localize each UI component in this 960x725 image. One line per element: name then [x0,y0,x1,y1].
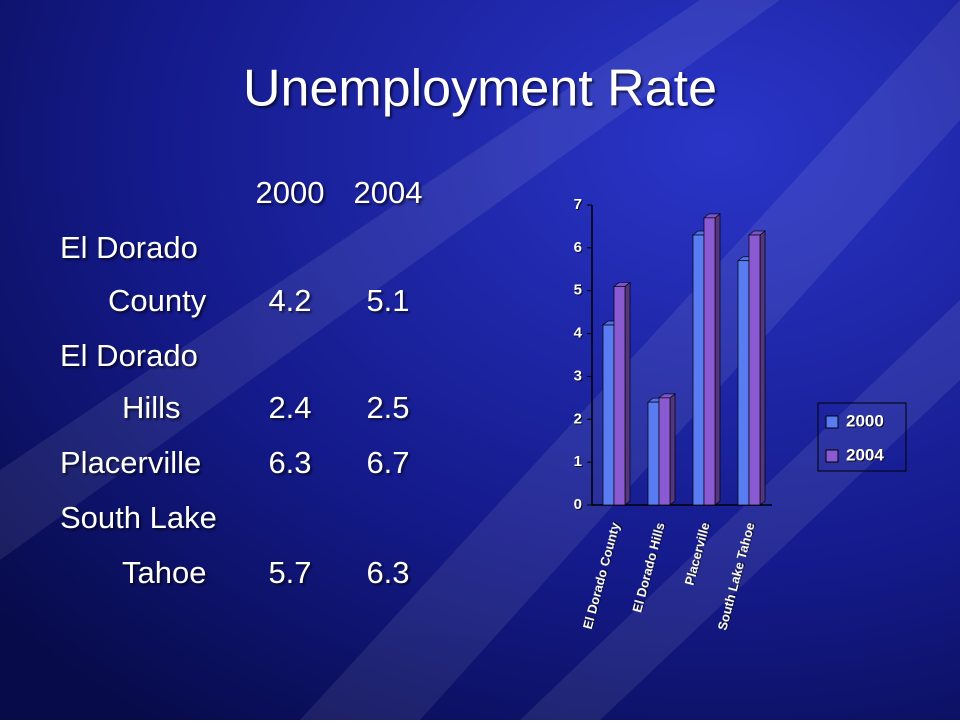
row-label: Tahoe [122,555,206,590]
y-tick-label: 4 [574,325,583,342]
column-header: 2000 [256,175,325,210]
bar-side [714,213,721,506]
slide-title: Unemployment Rate [243,60,717,118]
cell-value: 6.3 [366,555,409,590]
bar [692,234,705,506]
bar [613,286,626,506]
legend-label: 2000 [846,411,884,430]
row-label: South Lake [60,500,217,535]
y-tick-label: 7 [574,196,582,213]
row-label: Hills [122,390,181,425]
bar [737,260,750,506]
column-header: 2004 [354,175,423,210]
y-tick-label: 6 [574,239,582,256]
data-table: 2000 2004 El Dorado County 4.2 5.1 El Dorado Hi… [60,175,422,590]
cell-value: 6.3 [268,445,311,480]
legend-swatch [825,449,839,463]
y-tick-label: 1 [574,453,582,470]
bar [658,397,671,506]
cell-value: 5.1 [366,283,409,318]
cell-value: 2.4 [268,390,311,425]
bar [748,234,761,506]
y-tick-label: 2 [574,410,582,427]
bar [703,217,716,506]
cell-value: 5.7 [268,555,311,590]
bar [602,324,615,506]
legend-label: 2004 [846,445,884,464]
row-label: Placerville [60,445,201,480]
row-label: El Dorado [60,230,198,265]
row-label: El Dorado [60,338,198,373]
y-tick-label: 0 [574,496,582,513]
cell-value: 6.7 [366,445,409,480]
cell-value: 2.5 [366,390,409,425]
bar [647,401,660,506]
cell-value: 4.2 [268,283,311,318]
y-tick-label: 3 [574,367,582,384]
y-tick-label: 5 [574,282,582,299]
bar-side [759,230,766,506]
bar-side [624,281,631,506]
legend-box [817,402,907,472]
bar-side [669,393,676,506]
legend-swatch [825,415,839,429]
row-label: County [108,283,207,318]
